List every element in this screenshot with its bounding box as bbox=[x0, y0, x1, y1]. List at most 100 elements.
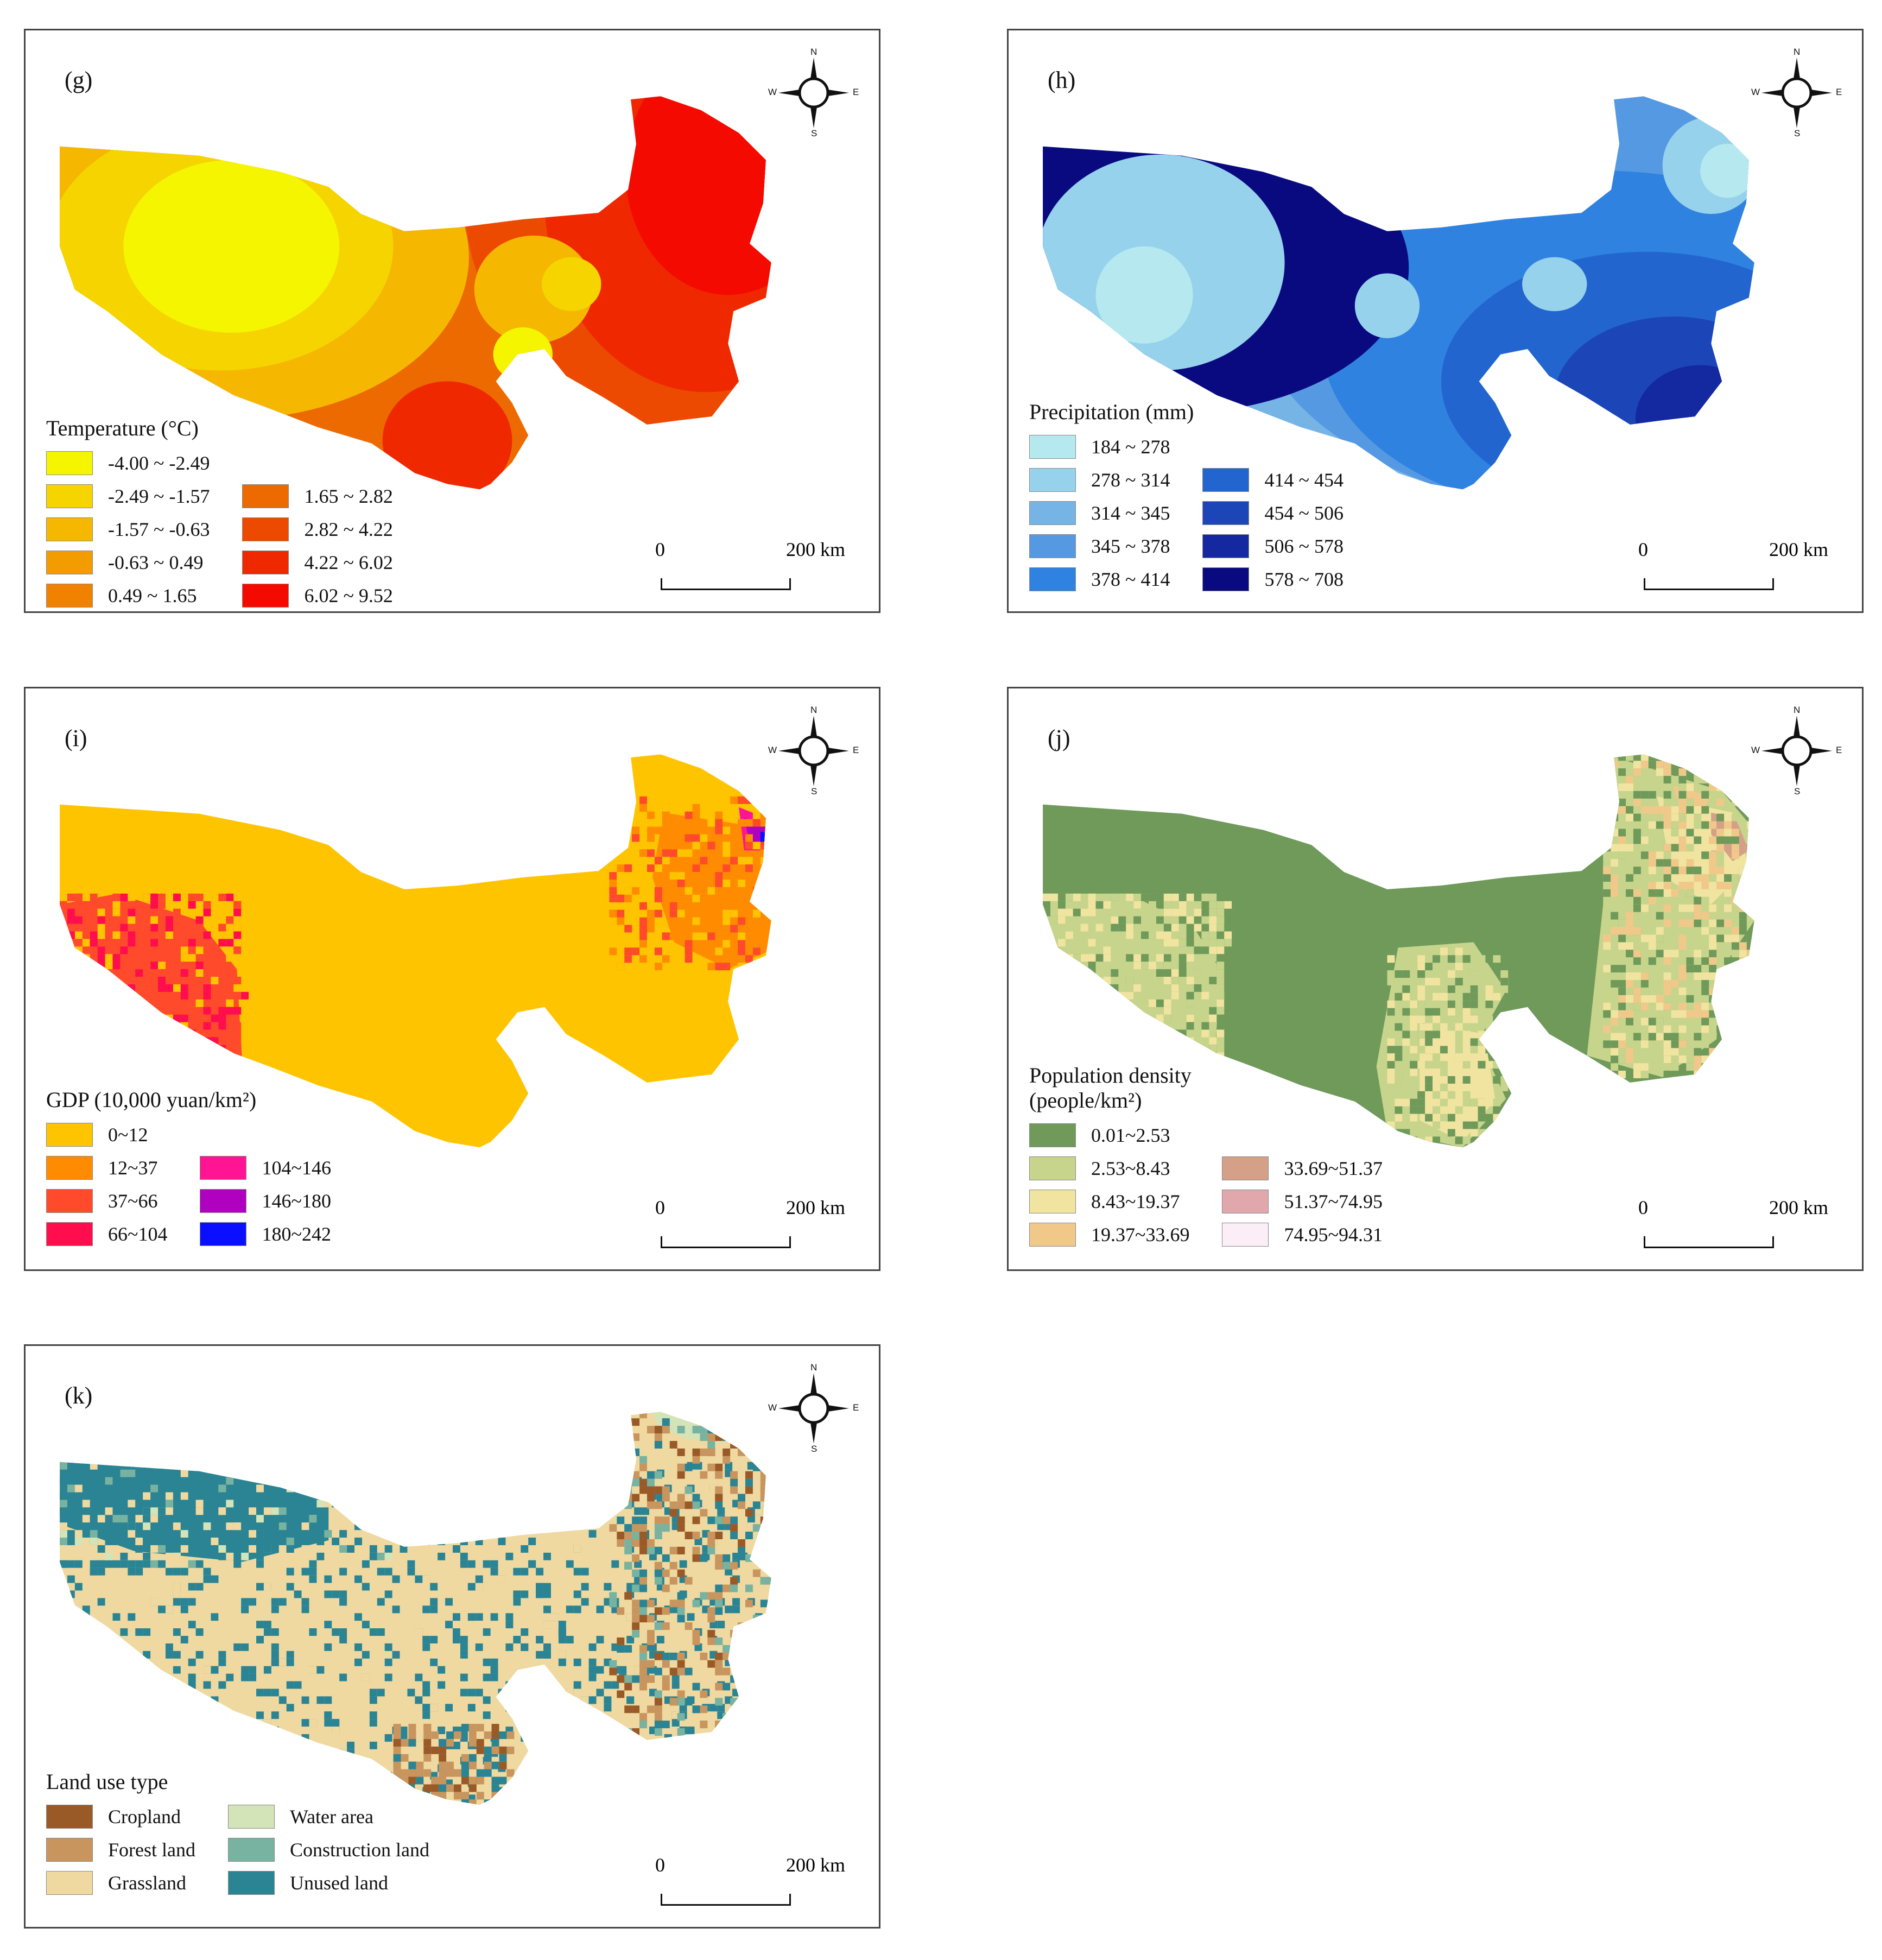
pixel-cell bbox=[1133, 893, 1142, 901]
pixel-cell bbox=[1440, 1114, 1448, 1122]
pixel-cell bbox=[422, 1575, 430, 1583]
pixel-cell bbox=[760, 1660, 768, 1668]
pixel-cell bbox=[588, 1605, 597, 1614]
pixel-cell bbox=[1224, 939, 1232, 947]
pixel-cell bbox=[626, 1658, 635, 1666]
pixel-cell bbox=[90, 1567, 98, 1576]
pixel-cell bbox=[158, 1704, 166, 1712]
pixel-cell bbox=[1073, 954, 1081, 962]
pixel-cell bbox=[490, 1530, 498, 1538]
pixel-cell bbox=[1694, 972, 1702, 980]
pixel-cell bbox=[1073, 916, 1081, 924]
pixel-cell bbox=[723, 963, 731, 971]
pixel-cell bbox=[392, 1515, 400, 1523]
pixel-cell bbox=[1073, 1007, 1081, 1015]
pixel-cell bbox=[1440, 985, 1448, 993]
pixel-cell bbox=[1671, 1063, 1679, 1071]
pixel-cell bbox=[573, 1658, 581, 1666]
pixel-cell bbox=[1626, 912, 1633, 920]
pixel-cell bbox=[707, 864, 715, 872]
pixel-cell bbox=[165, 939, 173, 947]
pixel-cell bbox=[654, 1607, 662, 1615]
pixel-cell bbox=[550, 1469, 559, 1477]
pixel-cell bbox=[1663, 791, 1671, 799]
pixel-cell bbox=[128, 1014, 136, 1022]
pixel-cell bbox=[687, 1673, 695, 1681]
pixel-cell bbox=[1433, 1023, 1440, 1031]
pixel-cell bbox=[74, 893, 83, 901]
pixel-cell bbox=[1095, 1014, 1104, 1022]
pixel-cell bbox=[1095, 931, 1104, 939]
pixel-cell bbox=[1739, 798, 1747, 806]
pixel-cell bbox=[105, 1029, 113, 1038]
legend-swatch bbox=[46, 484, 93, 508]
pixel-cell bbox=[505, 1560, 514, 1568]
pixel-cell bbox=[286, 1515, 294, 1523]
pixel-cell bbox=[1410, 1106, 1418, 1114]
legend-item: 74.95~94.31 bbox=[1222, 1218, 1383, 1251]
pixel-cell bbox=[467, 1613, 476, 1621]
pixel-cell bbox=[475, 1484, 483, 1493]
pixel-cell bbox=[400, 1500, 408, 1508]
pixel-cell bbox=[1095, 1014, 1104, 1022]
pixel-cell bbox=[677, 1546, 685, 1554]
pixel-cell bbox=[752, 1426, 761, 1434]
pixel-cell bbox=[1417, 1008, 1425, 1016]
pixel-cell bbox=[1701, 889, 1709, 897]
pixel-cell bbox=[685, 1577, 693, 1585]
pixel-cell bbox=[738, 1539, 745, 1547]
pixel-cell bbox=[211, 1037, 219, 1045]
pixel-cell bbox=[256, 1689, 264, 1697]
pixel-cell bbox=[715, 887, 723, 895]
pixel-cell bbox=[415, 1628, 423, 1636]
pixel-cell bbox=[150, 908, 159, 916]
pixel-cell bbox=[745, 834, 753, 842]
pixel-cell bbox=[74, 999, 83, 1007]
pixel-cell bbox=[558, 1719, 566, 1727]
pixel-cell bbox=[1201, 939, 1209, 947]
pixel-cell bbox=[256, 1658, 264, 1666]
pixel-cell bbox=[1694, 1033, 1702, 1041]
pixel-cell bbox=[1433, 1015, 1440, 1023]
pixel-cell bbox=[617, 872, 625, 880]
pixel-cell bbox=[654, 894, 662, 902]
pixel-cell bbox=[632, 1532, 640, 1540]
pixel-cell bbox=[654, 864, 662, 872]
pixel-cell bbox=[309, 1560, 317, 1568]
pixel-cell bbox=[604, 1583, 612, 1591]
pixel-cell bbox=[1088, 991, 1096, 1000]
pixel-cell bbox=[747, 1643, 755, 1651]
pixel-cell bbox=[1065, 999, 1073, 1007]
pixel-cell bbox=[677, 1516, 685, 1525]
pixel-cell bbox=[401, 1738, 409, 1747]
pixel-cell bbox=[226, 1552, 234, 1560]
pixel-cell bbox=[1724, 995, 1732, 1003]
pixel-cell bbox=[309, 1613, 317, 1621]
pixel-cell bbox=[1701, 1071, 1709, 1078]
pixel-cell bbox=[226, 1477, 234, 1485]
pixel-cell bbox=[730, 804, 738, 812]
pixel-cell bbox=[700, 1426, 708, 1434]
legend-label: 345 ~ 378 bbox=[1091, 535, 1170, 557]
pixel-cell bbox=[128, 901, 136, 909]
pixel-cell bbox=[1133, 901, 1142, 909]
pixel-cell bbox=[1080, 931, 1088, 939]
pixel-cell bbox=[1440, 1038, 1448, 1046]
pixel-cell bbox=[1402, 1023, 1410, 1031]
pixel-cell bbox=[1739, 867, 1747, 875]
pixel-cell bbox=[1410, 1000, 1418, 1008]
legend-swatch bbox=[242, 583, 289, 608]
pixel-cell bbox=[521, 1734, 529, 1742]
pixel-cell bbox=[377, 1727, 385, 1734]
pixel-cell bbox=[626, 1696, 635, 1704]
pixel-cell bbox=[263, 1522, 271, 1531]
pixel-cell bbox=[499, 1761, 507, 1769]
pixel-cell bbox=[211, 1492, 219, 1500]
pixel-cell bbox=[647, 1675, 655, 1683]
pixel-cell bbox=[1410, 1098, 1418, 1107]
pixel-cell bbox=[1678, 754, 1687, 761]
pixel-cell bbox=[707, 1637, 715, 1645]
pixel-cell bbox=[490, 1613, 498, 1621]
pixel-cell bbox=[632, 1554, 640, 1562]
pixel-cell bbox=[707, 880, 715, 887]
